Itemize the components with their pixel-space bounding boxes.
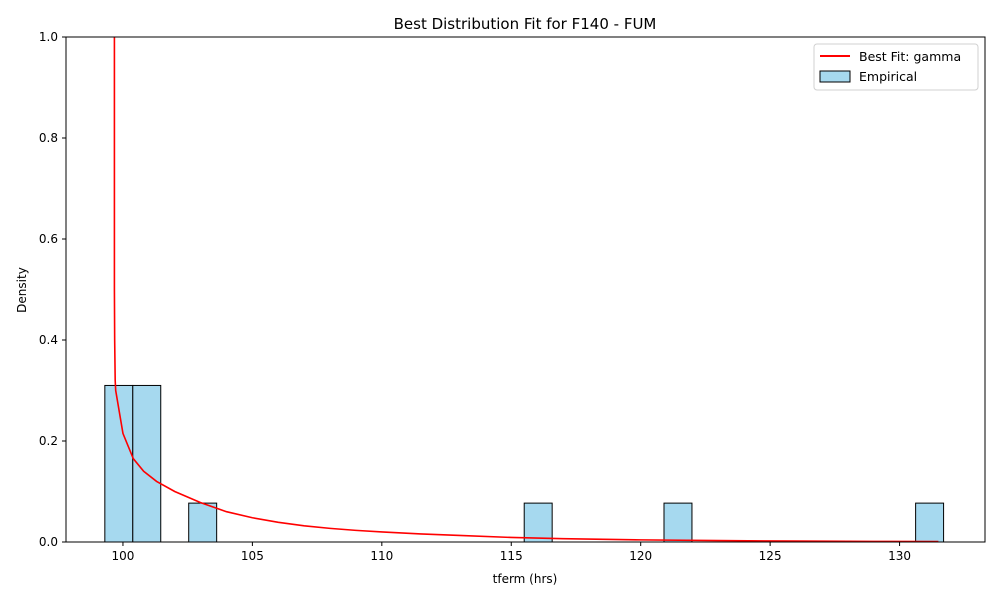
y-tick-label: 1.0 xyxy=(39,30,58,44)
x-tick-label: 105 xyxy=(241,549,264,563)
histogram-bar xyxy=(523,502,553,543)
legend-label-empirical: Empirical xyxy=(859,69,917,84)
x-tick-label: 100 xyxy=(111,549,134,563)
x-tick-label: 130 xyxy=(888,549,911,563)
x-axis-label: tferm (hrs) xyxy=(493,572,558,586)
y-axis-label: Density xyxy=(15,267,29,313)
x-axis: 100 105 110 115 120 125 130 xyxy=(111,542,911,563)
fit-curve xyxy=(113,37,939,542)
x-tick-label: 120 xyxy=(629,549,652,563)
x-tick-label: 115 xyxy=(500,549,523,563)
y-tick-label: 0.2 xyxy=(39,434,58,448)
legend-swatch-empirical xyxy=(819,70,851,83)
histogram-bar xyxy=(915,502,945,543)
x-tick-label: 125 xyxy=(759,549,782,563)
histogram-bar xyxy=(663,502,693,543)
histogram-bars xyxy=(104,384,945,543)
chart-title: Best Distribution Fit for F140 - FUM xyxy=(394,15,657,33)
plot-frame xyxy=(65,36,986,543)
y-tick-label: 0.6 xyxy=(39,232,58,246)
y-tick-label: 0.8 xyxy=(39,131,58,145)
legend: Best Fit: gamma Empirical xyxy=(813,43,979,91)
legend-box xyxy=(813,43,979,91)
y-tick-label: 0.0 xyxy=(39,535,58,549)
x-tick-label: 110 xyxy=(370,549,393,563)
y-axis: 0.0 0.2 0.4 0.6 0.8 1.0 xyxy=(39,30,66,549)
legend-label-fit: Best Fit: gamma xyxy=(859,49,961,64)
histogram-bar xyxy=(188,502,218,543)
fit-curve-layer xyxy=(113,37,939,542)
y-tick-label: 0.4 xyxy=(39,333,58,347)
